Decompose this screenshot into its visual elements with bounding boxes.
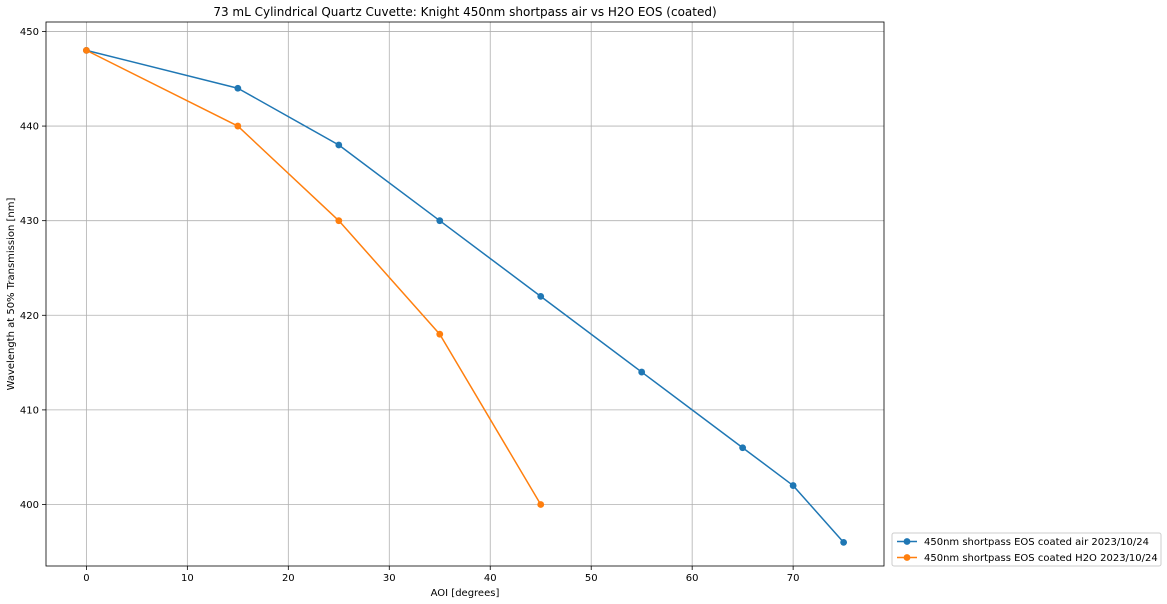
y-tick-label: 420 [20, 311, 39, 322]
x-tick-label: 40 [484, 573, 497, 584]
axis-ticks: 0 10 20 30 40 50 60 70 400 410 420 430 440 450 [20, 27, 800, 584]
x-tick-label: 50 [585, 573, 598, 584]
x-tick-label: 20 [282, 573, 295, 584]
legend-marker [903, 538, 911, 545]
legend-item: 450nm shortpass EOS coated H2O 2023/10/2… [897, 553, 1158, 564]
x-axis-label: AOI [degrees] [431, 588, 500, 599]
data-point [234, 122, 242, 130]
y-tick-label: 440 [20, 122, 39, 133]
plot-area [45, 21, 885, 567]
data-point [739, 444, 747, 452]
data-point [234, 84, 242, 92]
x-tick-label: 70 [787, 573, 800, 584]
legend-marker [903, 554, 911, 561]
x-tick-label: 0 [83, 573, 89, 584]
x-tick-label: 30 [383, 573, 396, 584]
data-point [335, 141, 343, 149]
x-tick-label: 10 [181, 573, 194, 584]
legend: 450nm shortpass EOS coated air 2023/10/2… [891, 532, 1162, 567]
grid [46, 22, 884, 566]
legend-label: 450nm shortpass EOS coated air 2023/10/2… [924, 537, 1149, 548]
data-point [335, 217, 343, 225]
legend-box [891, 532, 1162, 567]
series-1 [82, 46, 848, 546]
series-line [86, 49, 845, 543]
data-point [436, 330, 444, 338]
legend-item: 450nm shortpass EOS coated air 2023/10/2… [897, 537, 1149, 548]
x-tick-label: 60 [686, 573, 699, 584]
chart-title: 73 mL Cylindrical Quartz Cuvette: Knight… [213, 5, 716, 19]
y-axis-label: Wavelength at 50% Transmission [nm] [6, 198, 17, 391]
data-point [436, 217, 444, 225]
data-point [840, 538, 848, 546]
y-tick-label: 450 [20, 27, 39, 38]
data-point [537, 292, 545, 300]
legend-label: 450nm shortpass EOS coated H2O 2023/10/2… [924, 553, 1158, 564]
series-line [86, 49, 542, 505]
data-point [789, 482, 797, 489]
y-tick-label: 400 [20, 500, 39, 511]
data-point [82, 46, 90, 54]
series-group [82, 46, 848, 546]
data-point [638, 368, 646, 376]
y-tick-label: 410 [20, 405, 39, 416]
series-2 [82, 46, 545, 508]
data-point [537, 501, 545, 508]
y-tick-label: 430 [20, 216, 39, 227]
